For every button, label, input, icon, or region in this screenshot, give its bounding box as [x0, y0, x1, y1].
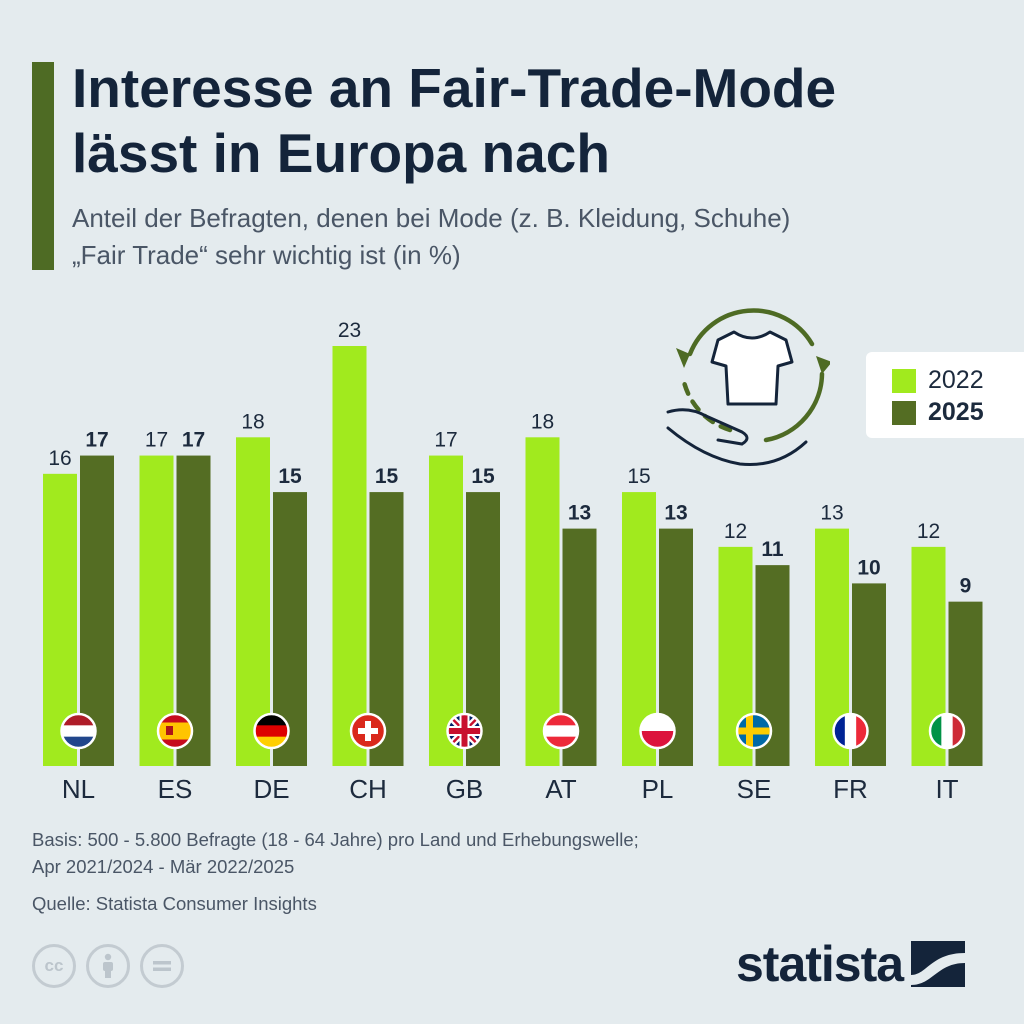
title-line-1: Interesse an Fair-Trade-Mode	[72, 57, 837, 119]
value-label-de-2022: 18	[241, 410, 264, 433]
license-icons: cc	[32, 944, 184, 988]
flag-at-icon	[542, 712, 580, 750]
bar-ch-2022	[332, 346, 367, 766]
value-label-gb-2025: 15	[471, 465, 495, 488]
category-label-de: DE	[253, 774, 289, 804]
value-label-nl-2022: 16	[48, 447, 71, 470]
legend-item-2025: 2025	[892, 398, 984, 427]
chart-legend: 2022 2025	[866, 352, 1024, 438]
category-label-nl: NL	[62, 774, 95, 804]
subtitle-line-2: „Fair Trade“ sehr wichtig ist (in %)	[72, 240, 461, 270]
flag-es-icon	[156, 712, 194, 750]
subtitle-line-1: Anteil der Befragten, denen bei Mode (z.…	[72, 203, 791, 233]
cc-icon[interactable]: cc	[32, 944, 76, 988]
flag-pl-icon	[639, 712, 676, 750]
chart-subtitle: Anteil der Befragten, denen bei Mode (z.…	[72, 200, 1012, 274]
value-label-gb-2022: 17	[434, 429, 457, 452]
value-label-fr-2022: 13	[820, 502, 843, 525]
value-label-fr-2025: 10	[857, 556, 880, 579]
category-label-se: SE	[737, 774, 772, 804]
attribution-icon[interactable]	[86, 944, 130, 988]
category-label-ch: CH	[349, 774, 387, 804]
value-label-es-2022: 17	[145, 429, 168, 452]
value-label-it-2022: 12	[917, 520, 940, 543]
value-label-it-2025: 9	[960, 575, 972, 598]
basis-note-line-2: Apr 2021/2024 - Mär 2022/2025	[32, 856, 295, 877]
value-label-de-2025: 15	[278, 465, 302, 488]
category-label-gb: GB	[446, 774, 484, 804]
legend-label-2022: 2022	[928, 366, 984, 394]
legend-swatch-2025	[892, 400, 916, 425]
basis-note-line-1: Basis: 500 - 5.800 Befragte (18 - 64 Jah…	[32, 829, 639, 850]
value-label-se-2022: 12	[724, 520, 747, 543]
category-label-fr: FR	[833, 774, 868, 804]
source-note: Quelle: Statista Consumer Insights	[32, 893, 317, 914]
value-label-pl-2025: 13	[664, 502, 687, 525]
legend-label-2025: 2025	[928, 398, 984, 426]
category-label-pl: PL	[642, 774, 674, 804]
value-label-se-2025: 11	[761, 538, 784, 561]
value-label-at-2022: 18	[531, 410, 554, 433]
chart-title: Interesse an Fair-Trade-Mode lässt in Eu…	[72, 56, 1002, 186]
value-label-ch-2025: 15	[375, 465, 399, 488]
tshirt-recycling-icon	[666, 308, 830, 467]
no-derivatives-icon[interactable]	[140, 944, 184, 988]
value-label-ch-2022: 23	[338, 319, 361, 342]
flag-nl-icon	[60, 712, 97, 750]
category-label-es: ES	[158, 774, 193, 804]
category-label-at: AT	[545, 774, 576, 804]
logo-wordmark: statista	[736, 936, 904, 992]
value-label-es-2025: 17	[182, 429, 205, 452]
flag-de-icon	[253, 712, 290, 750]
flag-it-icon	[928, 712, 966, 750]
legend-item-2022: 2022	[892, 366, 984, 395]
flag-ch-icon	[349, 712, 387, 750]
legend-swatch-2022	[892, 368, 916, 393]
chart-footer: Basis: 500 - 5.800 Befragte (18 - 64 Jah…	[32, 826, 792, 917]
statista-logo-icon	[911, 941, 966, 987]
value-label-pl-2022: 15	[627, 465, 650, 488]
value-label-nl-2025: 17	[85, 429, 108, 452]
flag-gb-icon	[446, 712, 483, 750]
flag-se-icon	[735, 712, 773, 750]
title-line-2: lässt in Europa nach	[72, 122, 610, 184]
bar-at-2022	[525, 437, 560, 766]
category-label-it: IT	[935, 774, 958, 804]
bar-chart: 16 17 NL 17 17 ES 18 15 DE 23 15 CH 17 15 GB 18 13 AT 15 13…	[43, 319, 983, 804]
value-label-at-2025: 13	[568, 502, 591, 525]
title-accent-bar	[32, 62, 54, 270]
flag-fr-icon	[832, 712, 869, 750]
statista-logo[interactable]: statista	[736, 936, 966, 992]
bar-de-2022	[236, 437, 270, 766]
